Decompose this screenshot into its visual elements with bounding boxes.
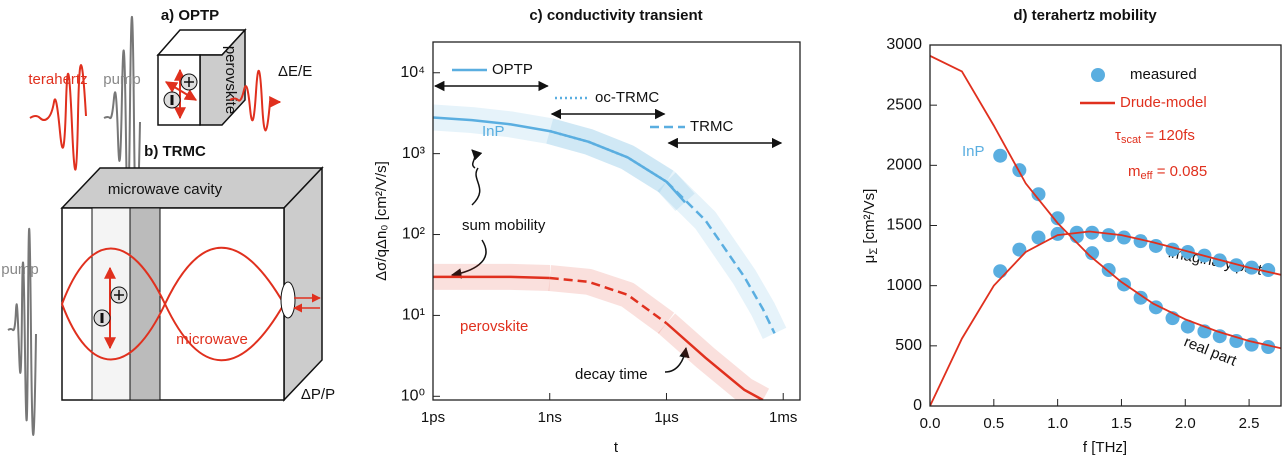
legend-marker xyxy=(1091,68,1105,82)
annotation: τscat = 120fs xyxy=(1115,127,1195,146)
x-tick-label: 1.0 xyxy=(1047,415,1068,432)
y-tick-label: 1500 xyxy=(886,217,922,234)
marker xyxy=(1101,228,1116,243)
x-tick-label: 0.5 xyxy=(983,415,1004,432)
marker xyxy=(1012,242,1027,257)
marker xyxy=(1050,211,1065,226)
series-line xyxy=(930,230,1281,406)
chart-title: d) terahertz mobility xyxy=(1013,7,1157,24)
series-line xyxy=(433,275,550,280)
panel-a: a) OPTP terahertz pump perovskite ΔE/E xyxy=(28,7,312,224)
panel-title: a) OPTP xyxy=(161,7,219,24)
plot xyxy=(930,55,1281,406)
series-line xyxy=(665,180,776,334)
x-tick-label: 1ps xyxy=(421,409,445,426)
x-tick-label: 1ns xyxy=(538,409,562,426)
series-line xyxy=(549,129,668,183)
callout xyxy=(471,167,481,206)
y-tick-label: 0 xyxy=(913,397,922,414)
uncertainty-band xyxy=(548,265,675,334)
legend-label: TRMC xyxy=(690,118,733,135)
legend-label: Drude-model xyxy=(1120,94,1207,111)
plot-frame xyxy=(929,44,1282,407)
x-axis-label: f [THz] xyxy=(1083,439,1127,456)
plus xyxy=(114,290,124,300)
y-tick-label: 10³ xyxy=(402,145,426,162)
callout xyxy=(450,239,487,279)
uncertainty-band xyxy=(657,172,787,339)
annotation: decay time xyxy=(575,366,648,383)
marker xyxy=(1261,340,1276,355)
plot-frame xyxy=(432,41,801,401)
annotation: InP xyxy=(482,123,505,140)
y-axis-label: μΣ [cm²/Vs] xyxy=(861,189,880,264)
y-tick-label: 10¹ xyxy=(402,307,425,324)
panel-title: b) TRMC xyxy=(144,143,206,160)
x-tick-label: 0.0 xyxy=(920,415,941,432)
marker xyxy=(1031,187,1046,202)
annotation: perovskite xyxy=(460,318,528,335)
y-tick-label: 10² xyxy=(402,226,426,243)
x-tick-label: 1µs xyxy=(654,409,679,426)
y-tick-label: 10⁰ xyxy=(401,388,425,405)
label: ΔE/E xyxy=(278,63,312,80)
legend-label: measured xyxy=(1130,66,1197,83)
marker xyxy=(1031,230,1046,245)
annotation: sum mobility xyxy=(462,217,546,234)
terahertz-pulse xyxy=(29,64,87,171)
panel-b: b) TRMC microwave cavity microwave pump … xyxy=(1,143,335,436)
callout xyxy=(664,346,690,373)
legend-label: OPTP xyxy=(492,61,533,78)
series-line xyxy=(549,276,668,325)
label: perovskite xyxy=(222,46,239,114)
uncertainty-band xyxy=(546,118,674,193)
port xyxy=(280,281,296,319)
marker xyxy=(1180,319,1195,334)
legend-label: oc-TRMC xyxy=(595,89,659,106)
sample-side xyxy=(129,207,161,401)
standing-wave xyxy=(61,246,285,361)
pump-pulse xyxy=(7,227,37,436)
y-tick-label: 500 xyxy=(895,337,922,354)
marker xyxy=(1117,230,1132,245)
marker xyxy=(1133,290,1148,305)
x-tick-label: 2.0 xyxy=(1175,415,1196,432)
y-tick-label: 2000 xyxy=(886,157,922,174)
label: microwave xyxy=(176,331,248,348)
plus xyxy=(184,77,194,87)
series-line xyxy=(930,55,1281,350)
x-tick-label: 1ms xyxy=(769,409,797,426)
marker xyxy=(1133,234,1148,249)
y-tick-label: 3000 xyxy=(886,36,922,53)
label: microwave cavity xyxy=(108,181,223,198)
y-tick-label: 1000 xyxy=(886,277,922,294)
marker xyxy=(1085,246,1100,261)
x-tick-label: 1.5 xyxy=(1111,415,1132,432)
transmitted-pulse xyxy=(229,69,282,132)
marker xyxy=(993,264,1008,279)
marker xyxy=(993,148,1008,163)
y-axis-label: Δσ/qΔn₀ [cm²/V/s] xyxy=(373,161,390,281)
marker xyxy=(1229,258,1244,273)
x-tick-label: 2.5 xyxy=(1239,415,1260,432)
y-tick-label: 2500 xyxy=(886,96,922,113)
x-axis-label: t xyxy=(614,439,619,456)
label: terahertz xyxy=(28,71,87,88)
pump-pulse xyxy=(103,15,141,224)
label: ΔP/P xyxy=(301,386,335,403)
y-tick-label: 10⁴ xyxy=(400,64,425,81)
marker xyxy=(1085,225,1100,240)
annotation: InP xyxy=(962,143,985,160)
plot xyxy=(433,104,787,400)
chart-title: c) conductivity transient xyxy=(529,7,702,24)
field-arrow xyxy=(164,81,198,101)
callout xyxy=(471,149,483,169)
label: pump xyxy=(103,71,141,88)
label: pump xyxy=(1,261,39,278)
annotation: meff = 0.085 xyxy=(1128,163,1207,182)
series-line xyxy=(665,322,764,400)
